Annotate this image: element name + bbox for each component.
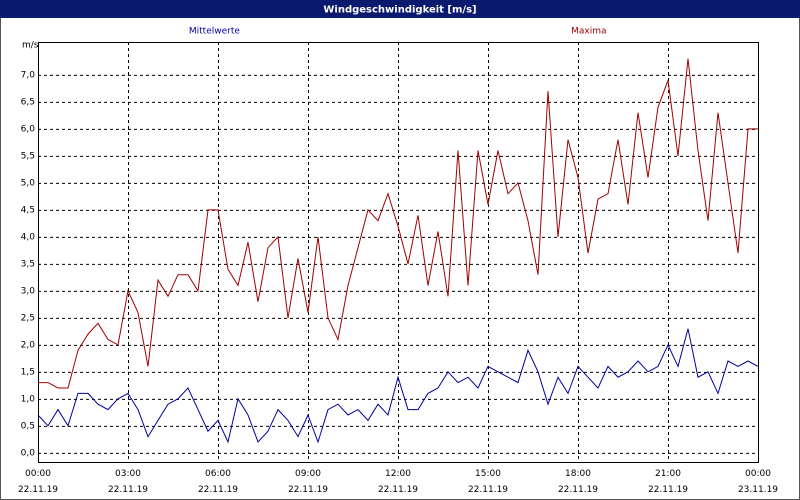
y-tick-label: 5,0 bbox=[21, 178, 36, 188]
y-tick-label: 0,5 bbox=[21, 421, 35, 431]
x-tick-label: 09:00 22.11.19 bbox=[288, 469, 328, 495]
x-tick-label: 21:00 22.11.19 bbox=[648, 469, 688, 495]
y-tick-label: 6,5 bbox=[21, 97, 35, 107]
y-tick-label: 0,0 bbox=[21, 448, 36, 458]
y-tick-label: 4,5 bbox=[21, 205, 35, 215]
x-tick-label: 00:00 22.11.19 bbox=[18, 469, 58, 495]
data-line bbox=[37, 328, 759, 444]
y-tick-label: 3,0 bbox=[21, 286, 36, 296]
x-tick-label: 06:00 22.11.19 bbox=[198, 469, 238, 495]
title-bar bbox=[0, 0, 800, 18]
y-tick-label: 3,5 bbox=[21, 259, 35, 269]
y-tick-label: 4,0 bbox=[21, 232, 36, 242]
y-tick-label: 2,5 bbox=[21, 313, 35, 323]
y-tick-label: 5,5 bbox=[21, 151, 35, 161]
x-tick-label: 00:00 23.11.19 bbox=[738, 469, 778, 495]
x-tick-label: 03:00 22.11.19 bbox=[108, 469, 148, 495]
x-tick-label: 15:00 22.11.19 bbox=[468, 469, 508, 495]
chart-title: Windgeschwindigkeit [m/s] bbox=[323, 5, 476, 16]
data-line bbox=[38, 58, 758, 389]
y-axis-label: m/s bbox=[22, 41, 39, 51]
x-tick-label: 12:00 22.11.19 bbox=[378, 469, 418, 495]
y-tick-label: 7,0 bbox=[21, 70, 36, 80]
legend-label: Mittelwerte bbox=[189, 27, 240, 37]
y-tick-label: 1,5 bbox=[21, 367, 35, 377]
y-tick-label: 6,0 bbox=[21, 124, 36, 134]
x-tick-label: 18:00 22.11.19 bbox=[558, 469, 598, 495]
legend-label: Maxima bbox=[571, 27, 606, 37]
y-tick-label: 2,0 bbox=[21, 340, 36, 350]
y-tick-label: 1,0 bbox=[21, 394, 36, 404]
